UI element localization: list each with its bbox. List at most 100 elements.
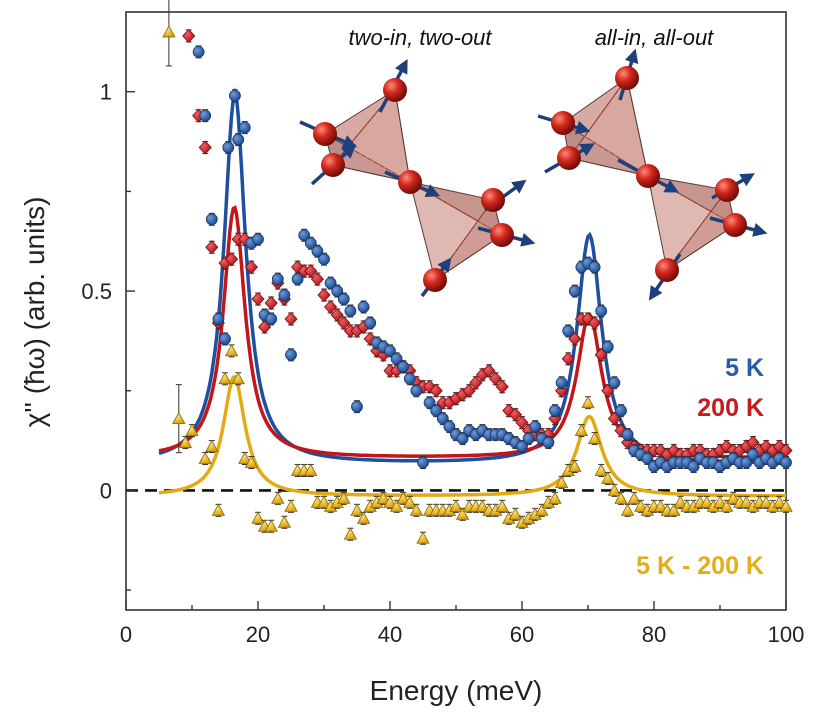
- data-point-difference: [587, 431, 602, 446]
- data-point-difference: [244, 455, 259, 469]
- data-point-5k: [423, 396, 436, 410]
- data-point-200k: [508, 407, 522, 422]
- data-point-5k: [707, 455, 720, 469]
- data-point-difference: [356, 511, 371, 525]
- data-point-difference: [521, 511, 536, 525]
- data-point-5k: [344, 304, 357, 318]
- data-point-200k: [310, 272, 324, 287]
- data-point-5k: [601, 340, 614, 354]
- data-point-5k: [608, 376, 621, 390]
- legend-difference: 5 K - 200 K: [636, 552, 764, 580]
- data-point-5k: [265, 312, 278, 326]
- data-point-5k: [337, 292, 350, 306]
- data-point-200k: [515, 415, 529, 430]
- data-point-5k: [410, 384, 423, 398]
- data-point-difference: [350, 503, 364, 517]
- data-point-difference: [627, 491, 641, 505]
- data-point-difference: [218, 371, 232, 386]
- data-point-difference: [442, 503, 457, 517]
- data-point-difference: [337, 491, 351, 505]
- x-tick-label: 60: [510, 622, 534, 647]
- data-point-200k: [317, 287, 331, 303]
- data-point-200k: [182, 28, 196, 44]
- legend-5k: 5 K: [725, 354, 764, 382]
- data-point-5k: [285, 348, 297, 362]
- data-point-200k: [482, 363, 496, 378]
- data-point-difference: [528, 507, 542, 521]
- y-tick-label: 0: [100, 478, 112, 503]
- data-point-5k: [436, 412, 449, 426]
- data-point-5k: [252, 232, 264, 246]
- data-point-difference: [284, 499, 298, 513]
- data-point-5k: [228, 89, 241, 103]
- data-point-5k: [747, 448, 759, 462]
- data-point-200k: [588, 315, 602, 331]
- x-tick-label: 40: [378, 622, 402, 647]
- data-point-difference: [574, 423, 589, 438]
- data-point-5k: [364, 316, 377, 330]
- data-point-difference: [508, 507, 523, 521]
- data-point-difference: [211, 503, 226, 517]
- data-point-5k: [687, 459, 700, 473]
- data-point-difference: [614, 491, 628, 505]
- data-point-200k: [198, 140, 212, 155]
- data-point-difference: [449, 499, 463, 513]
- fit-curve-difference: [158, 374, 786, 498]
- data-point-difference: [185, 423, 199, 438]
- data-point-200k: [561, 351, 575, 366]
- data-point-200k: [330, 307, 344, 323]
- plot-frame: [125, 11, 787, 611]
- data-point-difference: [779, 499, 793, 513]
- two-in-two-out-illustration: [299, 59, 536, 298]
- annotation-two-in-two-out: two-in, two-out: [348, 25, 492, 50]
- data-point-5k: [522, 432, 535, 446]
- data-point-5k: [384, 344, 396, 358]
- data-point-200k: [495, 379, 509, 394]
- y-axis-title: χ'' (ħω) (arb. units): [19, 197, 50, 428]
- data-point-5k: [331, 284, 344, 298]
- data-point-200k: [205, 240, 219, 255]
- data-point-5k: [304, 236, 317, 250]
- data-point-5k: [199, 109, 212, 123]
- data-point-5k: [318, 252, 330, 266]
- data-point-5k: [324, 276, 337, 290]
- data-point-difference: [271, 491, 285, 505]
- data-point-200k: [251, 291, 265, 307]
- data-point-difference: [653, 499, 668, 513]
- data-point-5k: [271, 272, 284, 286]
- data-point-difference: [178, 435, 193, 450]
- data-point-difference: [475, 499, 490, 513]
- y-tick-label: 1: [100, 80, 112, 105]
- data-point-200k: [264, 295, 278, 311]
- data-point-5k: [192, 45, 205, 59]
- plot-border: [125, 11, 787, 611]
- data-point-difference: [224, 344, 239, 358]
- data-point-200k: [284, 311, 298, 327]
- data-point-difference: [277, 515, 292, 529]
- data-point-difference: [594, 463, 608, 477]
- data-point-5k: [212, 312, 225, 326]
- data-point-5k: [588, 260, 601, 274]
- data-point-5k: [549, 404, 561, 418]
- data-point-difference: [772, 495, 787, 509]
- x-tick-label: 100: [768, 622, 805, 647]
- data-point-5k: [456, 432, 469, 446]
- data-point-5k: [595, 304, 608, 318]
- data-point-5k: [641, 452, 654, 466]
- data-point-200k: [304, 264, 318, 279]
- data-point-5k: [555, 376, 568, 390]
- data-point-difference: [231, 371, 245, 386]
- data-point-difference: [403, 495, 417, 509]
- data-point-difference: [172, 384, 186, 454]
- data-point-5k: [529, 420, 542, 434]
- data-point-200k: [383, 363, 397, 378]
- data-point-difference: [310, 495, 325, 509]
- data-point-200k: [244, 260, 258, 275]
- data-point-difference: [673, 495, 688, 509]
- data-point-difference: [535, 503, 549, 517]
- data-point-difference: [376, 491, 391, 505]
- data-point-difference: [455, 507, 470, 521]
- x-tick-label: 20: [246, 622, 270, 647]
- data-point-difference: [548, 491, 562, 505]
